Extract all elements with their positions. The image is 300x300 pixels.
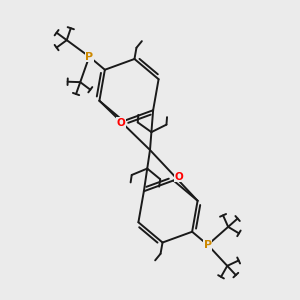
Text: P: P	[85, 52, 93, 61]
Text: O: O	[175, 172, 184, 182]
Text: O: O	[117, 118, 125, 128]
Text: P: P	[204, 240, 212, 250]
